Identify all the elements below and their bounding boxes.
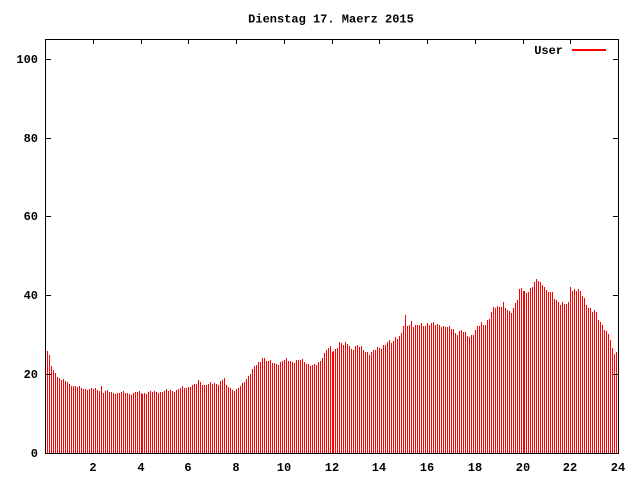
svg-text:User: User [534,44,563,58]
svg-text:40: 40 [24,289,38,303]
svg-text:Dienstag 17. Maerz 2015: Dienstag 17. Maerz 2015 [248,13,414,27]
svg-text:20: 20 [24,368,38,382]
svg-text:6: 6 [184,461,191,475]
svg-text:12: 12 [325,461,339,475]
svg-text:24: 24 [611,461,625,475]
svg-text:60: 60 [24,210,38,224]
svg-text:8: 8 [232,461,239,475]
svg-text:18: 18 [468,461,482,475]
svg-text:0: 0 [31,447,38,461]
svg-text:4: 4 [137,461,144,475]
svg-text:16: 16 [420,461,434,475]
svg-text:22: 22 [563,461,577,475]
svg-text:14: 14 [372,461,386,475]
svg-text:10: 10 [277,461,291,475]
svg-text:100: 100 [16,53,38,67]
svg-text:20: 20 [516,461,530,475]
svg-text:80: 80 [24,132,38,146]
svg-text:2: 2 [89,461,96,475]
